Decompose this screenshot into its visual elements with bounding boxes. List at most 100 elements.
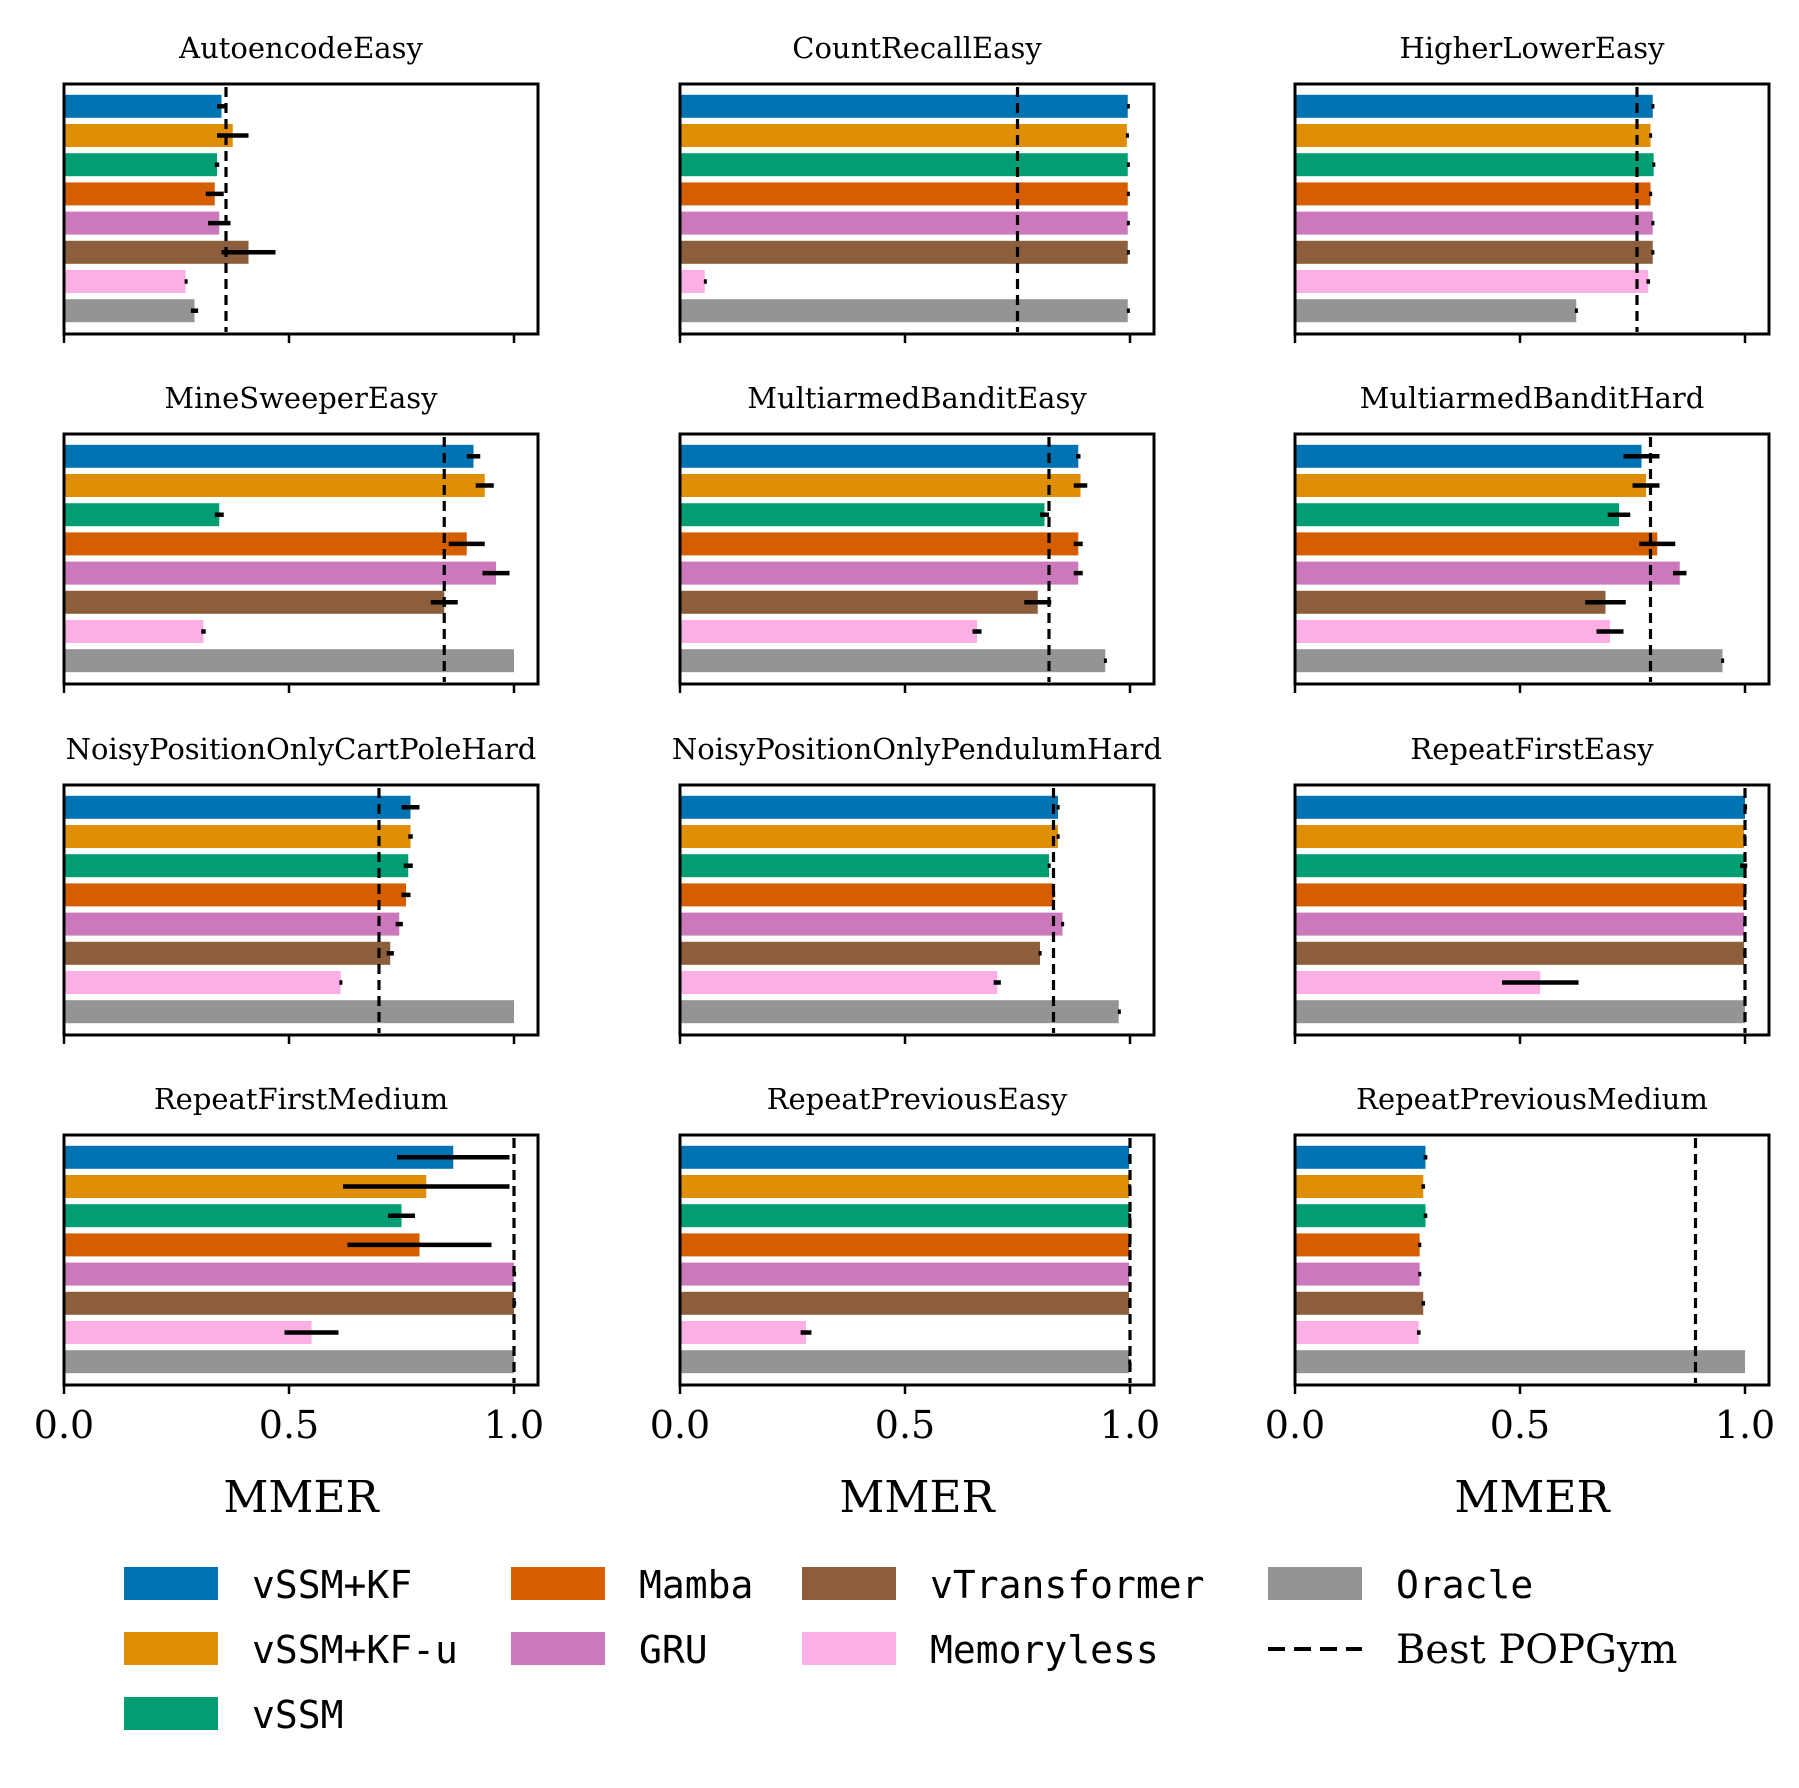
bar-memoryless — [680, 971, 998, 994]
bar-mamba — [680, 532, 1079, 556]
bar-vssm-kf — [64, 444, 474, 468]
legend-label: vSSM+KF — [252, 1563, 412, 1607]
bar-mamba — [1295, 1233, 1420, 1257]
bar-gru — [1295, 1262, 1420, 1286]
legend-item-mamba: Mamba — [511, 1563, 753, 1607]
bar-vssm-kf-u — [680, 1175, 1130, 1198]
bar-memoryless — [64, 1321, 312, 1344]
bar-vtransformer — [64, 590, 445, 614]
legend-swatch — [124, 1697, 218, 1730]
panel-frame — [1293, 783, 1771, 1037]
bar-vssm-kf-u — [64, 825, 411, 848]
bar-oracle — [1295, 1350, 1745, 1374]
bar-mamba — [680, 182, 1128, 206]
x-axis-labels: MMER MMER MMER — [223, 1472, 1611, 1523]
x-tick-label: 0.5 — [1490, 1403, 1550, 1447]
panels-grid: AutoencodeEasy CountRecallEasy HigherLower… — [34, 31, 1775, 1447]
bar-vtransformer — [680, 941, 1040, 965]
bar-oracle — [64, 1000, 514, 1024]
x-axis-label: MMER — [1454, 1472, 1611, 1523]
x-tick-label: 0.0 — [1265, 1403, 1325, 1447]
bar-memoryless — [680, 620, 977, 643]
panel-frame — [62, 82, 540, 336]
legend-label: Mamba — [639, 1563, 753, 1607]
bar-memoryless — [1295, 620, 1610, 643]
panel-frame — [678, 82, 1156, 336]
legend-item-best-popgym: Best POPGym — [1268, 1627, 1677, 1673]
bar-vssm — [1295, 153, 1654, 177]
legend-label: vTransformer — [930, 1563, 1205, 1607]
bar-vssm-kf-u — [1295, 825, 1745, 848]
legend-label: vSSM — [252, 1693, 344, 1737]
bar-vssm-kf-u — [680, 825, 1058, 848]
legend-label: vSSM+KF-u — [252, 1628, 458, 1672]
bar-gru — [64, 561, 496, 585]
bar-oracle — [64, 299, 195, 323]
bar-vtransformer — [680, 590, 1038, 614]
panel-frame — [1293, 432, 1771, 686]
bar-vssm — [1295, 503, 1619, 527]
x-tick-label: 0.0 — [650, 1403, 710, 1447]
legend-item-vssm-kf: vSSM+KF — [124, 1563, 412, 1607]
bar-vssm-kf — [1295, 444, 1642, 468]
bar-oracle — [1295, 649, 1723, 673]
panel-title: RepeatPreviousEasy — [767, 1082, 1068, 1116]
bar-vssm-kf — [64, 94, 222, 118]
bar-memoryless — [1295, 1321, 1419, 1344]
bar-gru — [1295, 211, 1653, 235]
bar-oracle — [680, 299, 1128, 323]
panel-title: AutoencodeEasy — [178, 31, 423, 65]
bar-oracle — [680, 1350, 1130, 1374]
bar-mamba — [680, 1233, 1130, 1257]
bar-mamba — [1295, 182, 1651, 206]
panel-title: MultiarmedBanditEasy — [747, 381, 1087, 415]
legend-swatch — [802, 1632, 896, 1665]
panel-title: RepeatPreviousMedium — [1356, 1082, 1708, 1116]
bar-oracle — [1295, 1000, 1745, 1024]
bar-oracle — [1295, 299, 1577, 323]
legend-label: GRU — [639, 1628, 708, 1672]
legend-swatch — [802, 1567, 896, 1600]
bar-vssm — [680, 153, 1128, 177]
panel-frame — [678, 783, 1156, 1037]
bar-memoryless — [1295, 971, 1541, 994]
bar-vssm-kf — [1295, 795, 1745, 819]
legend-swatch — [1268, 1567, 1362, 1600]
bar-gru — [64, 1262, 514, 1286]
x-tick-label: 1.0 — [484, 1403, 544, 1447]
panel-frame — [62, 1133, 540, 1387]
x-tick-label: 0.5 — [875, 1403, 935, 1447]
bar-vssm — [680, 1204, 1130, 1228]
panel-repeatfirstmedium: RepeatFirstMedium 0.0 0.5 1.0 — [34, 1082, 544, 1447]
legend-item-gru: GRU — [511, 1628, 708, 1672]
legend-item-oracle: Oracle — [1268, 1563, 1533, 1607]
legend-swatch — [124, 1632, 218, 1665]
bar-mamba — [64, 883, 406, 907]
bar-vssm — [1295, 1204, 1426, 1228]
bar-vssm — [680, 503, 1045, 527]
bar-mamba — [680, 883, 1054, 907]
panel-frame — [678, 1133, 1156, 1387]
bar-vssm-kf — [1295, 1145, 1426, 1169]
panel-title: MultiarmedBanditHard — [1360, 381, 1705, 415]
bar-memoryless — [64, 971, 341, 994]
panel-frame — [1293, 1133, 1771, 1387]
legend-label: Memoryless — [930, 1628, 1159, 1672]
bar-oracle — [64, 649, 514, 673]
legend-item-vtransformer: vTransformer — [802, 1563, 1205, 1607]
panel-countrecalleasy: CountRecallEasy — [678, 31, 1156, 343]
panel-repeatfirsteasy: RepeatFirstEasy — [1293, 732, 1771, 1044]
bar-mamba — [64, 182, 215, 206]
legend-item-vssm: vSSM — [124, 1693, 344, 1737]
legend-item-memoryless: Memoryless — [802, 1628, 1159, 1672]
bar-gru — [1295, 912, 1745, 936]
bar-memoryless — [64, 620, 204, 643]
x-tick-label: 1.0 — [1100, 1403, 1160, 1447]
bar-vtransformer — [1295, 240, 1653, 264]
bar-vssm-kf-u — [1295, 474, 1646, 497]
legend: vSSM+KF vSSM+KF-u vSSM Mamba GRU vTransformer… — [124, 1563, 1677, 1737]
panel-title: RepeatFirstMedium — [154, 1082, 448, 1116]
x-tick-label: 1.0 — [1715, 1403, 1775, 1447]
x-axis-label: MMER — [839, 1472, 996, 1523]
